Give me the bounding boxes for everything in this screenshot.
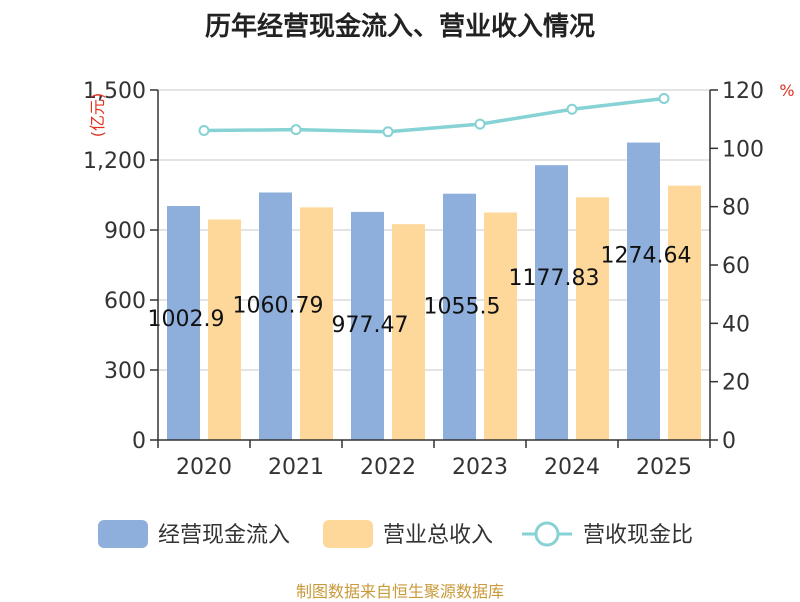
line-point (474, 118, 486, 130)
legend-label-ratio: 营收现金比 (583, 523, 693, 548)
y-tick-label-right: 0 (722, 429, 736, 454)
bar-revenue (300, 207, 333, 440)
chart-title: 历年经营现金流入、营业收入情况 (204, 12, 595, 42)
bar-cash-inflow (259, 192, 292, 440)
y-axis-label-right: % (779, 81, 794, 100)
legend-label-revenue: 营业总收入 (383, 523, 493, 548)
line-cash-revenue-ratio (203, 96, 665, 134)
legend-swatch-ratio-marker (534, 521, 560, 547)
y-tick-label-left: 300 (104, 359, 146, 384)
x-tick-label: 2025 (636, 455, 692, 480)
x-tick-label: 2024 (544, 455, 600, 480)
y-tick-label-right: 80 (722, 196, 750, 221)
y-tick-label-left: 900 (104, 219, 146, 244)
bar-cash-inflow (535, 165, 568, 440)
y-tick-label-right: 100 (722, 137, 764, 162)
x-tick-label: 2021 (268, 455, 324, 480)
legend-swatch-revenue (323, 520, 373, 548)
y-tick-label-right: 60 (722, 254, 750, 279)
data-label: 1060.79 (233, 293, 324, 318)
y-tick-label-left: 600 (104, 289, 146, 314)
bar-revenue (668, 185, 701, 440)
bar-revenue (208, 219, 241, 440)
data-label: 1055.5 (424, 295, 501, 320)
bar-revenue (484, 212, 517, 440)
bar-cash-inflow (443, 193, 476, 440)
source-note: 制图数据来自恒生聚源数据库 (295, 582, 504, 601)
y-tick-label-left: 1,500 (83, 79, 146, 104)
x-tick-label: 2023 (452, 455, 508, 480)
line-point (198, 125, 210, 137)
line-point (382, 126, 394, 138)
line-point (290, 124, 302, 136)
bar-cash-inflow (627, 142, 660, 441)
data-label: 1177.83 (509, 266, 600, 291)
bar-cash-inflow (351, 211, 384, 440)
line-point (566, 103, 578, 115)
bar-revenue (392, 224, 425, 440)
data-label: 1002.9 (148, 307, 225, 332)
bar-cash-inflow (167, 205, 200, 440)
y-axis-label-left: (亿元) (88, 93, 107, 138)
y-tick-label-right: 40 (722, 312, 750, 337)
x-tick-label: 2020 (176, 455, 232, 480)
line-point (658, 92, 670, 104)
data-label: 977.47 (332, 313, 409, 338)
legend-swatch-cash-inflow (98, 520, 148, 548)
y-tick-label-left: 0 (132, 429, 146, 454)
legend-label-cash-inflow: 经营现金流入 (158, 523, 290, 548)
y-tick-label-left: 1,200 (83, 149, 146, 174)
y-tick-label-right: 120 (722, 79, 764, 104)
data-label: 1274.64 (601, 244, 692, 269)
bar-revenue (576, 197, 609, 440)
x-tick-label: 2022 (360, 455, 416, 480)
y-tick-label-right: 20 (722, 371, 750, 396)
